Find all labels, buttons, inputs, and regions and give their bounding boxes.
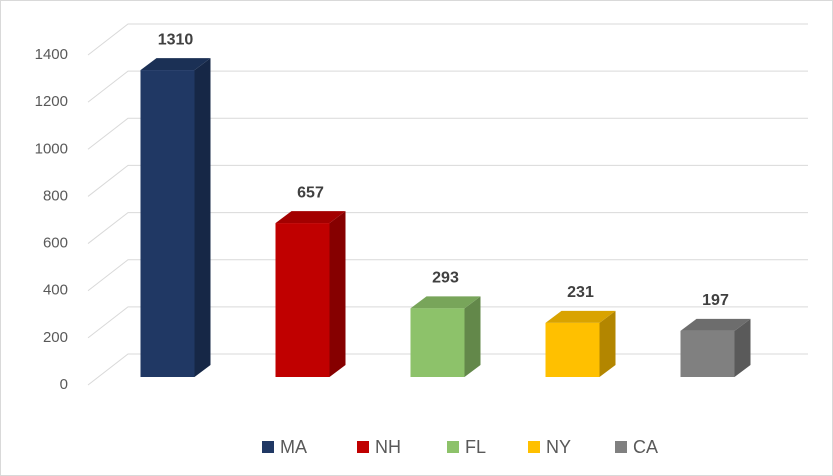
- legend-label: FL: [465, 437, 486, 457]
- grid-line: [87, 23, 808, 56]
- bar: [140, 70, 195, 377]
- y-tick-label: 1200: [35, 93, 68, 110]
- legend-label: NH: [375, 437, 401, 457]
- data-label: 1310: [158, 31, 194, 48]
- grid-line: [87, 306, 808, 339]
- bar-top: [410, 296, 481, 309]
- bar-side: [329, 211, 346, 377]
- legend-swatch: [357, 441, 369, 453]
- grid-line: [87, 117, 808, 150]
- grid-line: [87, 212, 808, 244]
- y-tick-label: 1400: [35, 46, 68, 63]
- bar: [680, 330, 735, 377]
- y-tick-label: 200: [43, 329, 68, 346]
- data-label: 293: [432, 270, 459, 287]
- bar: [410, 308, 465, 377]
- grid-line: [87, 259, 808, 292]
- bar-side: [464, 296, 481, 377]
- bar-top: [545, 310, 616, 323]
- legend-swatch: [528, 441, 540, 453]
- y-tick-label: 800: [43, 187, 68, 204]
- legend-swatch: [615, 441, 627, 453]
- bar-top: [140, 58, 211, 71]
- bar-side: [599, 310, 616, 377]
- bar-side: [734, 318, 751, 377]
- y-tick-label: 400: [43, 282, 68, 299]
- legend-swatch: [262, 441, 274, 453]
- y-tick-label: 600: [43, 235, 68, 252]
- bar-side: [194, 58, 211, 377]
- data-label: 197: [702, 292, 729, 309]
- legend-swatch: [447, 441, 459, 453]
- legend-label: NY: [546, 437, 571, 457]
- bar-top: [680, 318, 751, 331]
- bar: [275, 223, 330, 377]
- data-label: 657: [297, 184, 324, 201]
- y-tick-label: 1000: [35, 140, 68, 157]
- grid-line: [87, 164, 808, 197]
- bar-top: [275, 211, 346, 224]
- legend-label: MA: [280, 437, 307, 457]
- grid-line: [87, 70, 808, 103]
- bar: [545, 322, 600, 377]
- data-label: 231: [567, 284, 594, 301]
- y-tick-label: 0: [60, 376, 68, 393]
- legend-label: CA: [633, 437, 658, 457]
